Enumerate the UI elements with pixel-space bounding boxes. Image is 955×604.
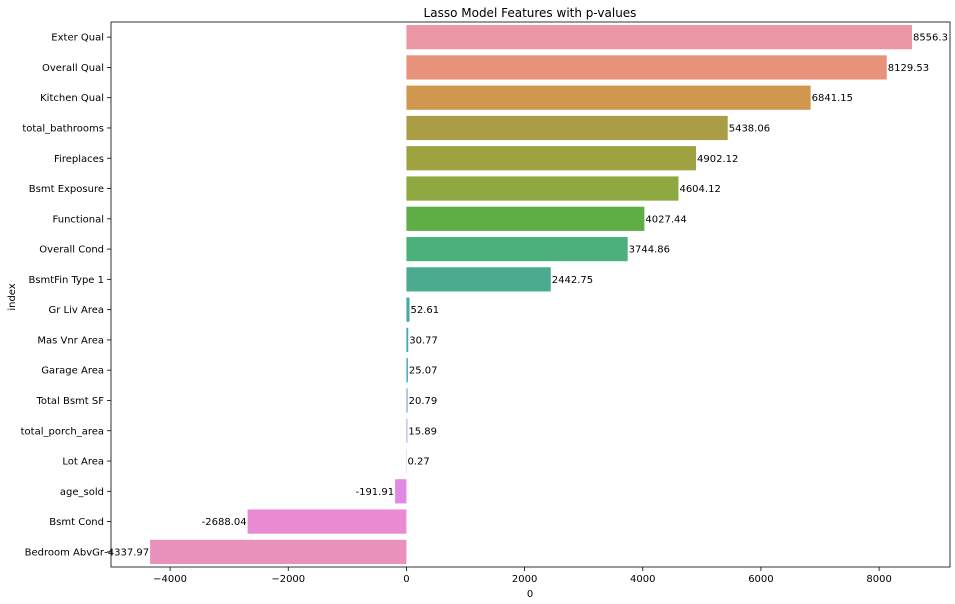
y-tick-label: Functional: [53, 214, 104, 225]
data-label: 8129.53: [888, 63, 929, 74]
bar: [406, 297, 410, 322]
y-tick-label: Bsmt Exposure: [29, 184, 104, 195]
data-label: 2442.75: [552, 275, 593, 286]
x-tick-label: −4000: [153, 574, 187, 585]
y-tick-label: Fireplaces: [54, 154, 104, 165]
data-label: 4902.12: [697, 154, 738, 165]
bar: [406, 358, 408, 383]
x-axis-label: 0: [527, 589, 533, 600]
y-tick-label: Kitchen Qual: [40, 93, 104, 104]
bar: [406, 418, 408, 443]
bar: [247, 509, 407, 534]
data-label: -4337.97: [104, 547, 149, 558]
data-label: 6841.15: [812, 93, 853, 104]
data-label: 30.77: [409, 335, 438, 346]
x-tick-label: 4000: [630, 574, 655, 585]
data-label: -2688.04: [202, 517, 247, 528]
x-tick-label: 6000: [748, 574, 773, 585]
y-axis: Exter Qual Overall Qual Kitchen Qual total_…: [21, 33, 111, 558]
data-label: 4604.12: [679, 184, 720, 195]
bar: [406, 85, 811, 110]
bar: [150, 539, 407, 564]
data-label: 15.89: [408, 426, 437, 437]
data-label: 4027.44: [645, 214, 686, 225]
y-tick-label: total_porch_area: [21, 426, 104, 437]
y-tick-label: Garage Area: [41, 366, 104, 377]
data-label: 3744.86: [629, 245, 670, 256]
bar: [406, 388, 408, 413]
data-labels-group: 8556.3 8129.53 6841.15 5438.06 4902.12 4604.1…: [104, 33, 948, 559]
y-tick-label: Bsmt Cond: [49, 517, 104, 528]
x-tick-label: 8000: [866, 574, 891, 585]
bar: [406, 146, 697, 171]
y-tick-label: Overall Qual: [42, 63, 104, 74]
y-tick-label: Overall Cond: [39, 245, 104, 256]
y-axis-label: index: [7, 283, 18, 310]
x-tick-label: −2000: [271, 574, 305, 585]
bars-group: [150, 25, 912, 564]
y-tick-label: total_bathrooms: [22, 123, 104, 134]
y-tick-label: BsmtFin Type 1: [28, 275, 104, 286]
y-tick-label: Bedroom AbvGr: [25, 547, 105, 558]
y-tick-label: Lot Area: [62, 457, 104, 468]
y-tick-label: Gr Liv Area: [49, 305, 105, 316]
data-label: 5438.06: [729, 123, 770, 134]
y-tick-label: age_sold: [60, 487, 104, 498]
y-tick-label: Exter Qual: [51, 33, 104, 44]
data-label: 8556.3: [913, 33, 948, 44]
bar: [406, 55, 887, 80]
bar: [395, 479, 407, 504]
data-label: 25.07: [409, 366, 438, 377]
bar: [406, 115, 728, 141]
bar: [406, 176, 679, 201]
data-label: -191.91: [355, 487, 394, 498]
data-label: 52.61: [411, 305, 440, 316]
bar: [406, 236, 628, 262]
y-tick-label: Total Bsmt SF: [35, 396, 104, 407]
y-tick-label: Mas Vnr Area: [37, 335, 104, 346]
bar: [406, 25, 912, 50]
data-label: 20.79: [409, 396, 438, 407]
x-axis: −4000 −2000 0 2000 4000 6000 8000: [153, 567, 892, 585]
data-label: 0.27: [407, 457, 429, 468]
chart-title: Lasso Model Features with p-values: [424, 6, 637, 20]
plot-frame: [110, 21, 951, 568]
bar: [406, 267, 551, 292]
x-tick-label: 2000: [512, 574, 537, 585]
x-tick-label: 0: [403, 574, 409, 585]
bar: [406, 206, 645, 231]
bar: [406, 327, 409, 353]
